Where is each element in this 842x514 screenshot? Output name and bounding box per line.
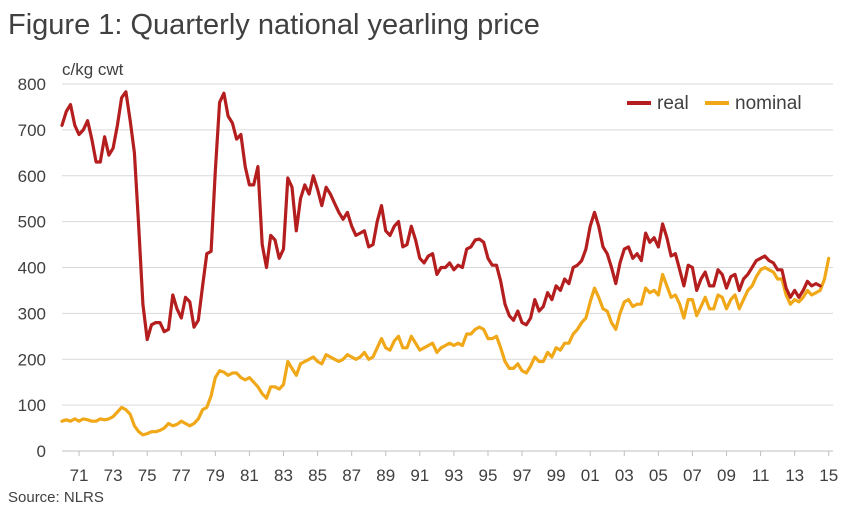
x-axis-ticks: 71 73 75 77 79 81 83 85 87 89 91 93 95 97 99 01 03 05 07 09… bbox=[70, 451, 838, 485]
x-tick-label: 15 bbox=[819, 466, 838, 485]
x-tick-label: 73 bbox=[104, 466, 123, 485]
x-tick-label: 89 bbox=[376, 466, 395, 485]
legend-label-nominal: nominal bbox=[735, 93, 802, 114]
legend-label-real: real bbox=[657, 93, 689, 114]
y-tick-label: 200 bbox=[18, 350, 46, 369]
x-tick-label: 83 bbox=[274, 466, 293, 485]
x-tick-label: 77 bbox=[172, 466, 191, 485]
y-tick-label: 800 bbox=[18, 75, 46, 94]
series-line-real bbox=[60, 90, 822, 342]
y-tick-label: 500 bbox=[18, 213, 46, 232]
x-tick-label: 75 bbox=[138, 466, 157, 485]
x-tick-label: 07 bbox=[683, 466, 702, 485]
source-note: Source: NLRS bbox=[8, 489, 104, 506]
x-tick-label: 09 bbox=[717, 466, 736, 485]
x-tick-label: 95 bbox=[479, 466, 498, 485]
x-tick-label: 01 bbox=[581, 466, 600, 485]
x-tick-label: 79 bbox=[206, 466, 225, 485]
y-tick-label: 700 bbox=[18, 121, 46, 140]
x-tick-label: 81 bbox=[240, 466, 259, 485]
x-tick-label: 87 bbox=[342, 466, 361, 485]
y-tick-label: 100 bbox=[18, 396, 46, 415]
y-tick-label: 400 bbox=[18, 259, 46, 278]
x-tick-label: 11 bbox=[752, 466, 770, 485]
x-tick-label: 93 bbox=[444, 466, 463, 485]
x-tick-label: 05 bbox=[649, 466, 668, 485]
x-tick-label: 99 bbox=[547, 466, 566, 485]
series-lines bbox=[60, 90, 831, 437]
y-tick-label: 600 bbox=[18, 167, 46, 186]
y-axis-label: c/kg cwt bbox=[62, 60, 124, 79]
y-tick-label: 0 bbox=[37, 442, 46, 461]
y-axis-ticks: 0 100 200 300 400 500 600 700 800 bbox=[18, 75, 46, 461]
x-tick-label: 03 bbox=[615, 466, 634, 485]
series-line-nominal bbox=[60, 256, 831, 437]
legend: real nominal bbox=[627, 93, 802, 114]
chart-title: Figure 1: Quarterly national yearling pr… bbox=[8, 9, 540, 41]
x-tick-label: 13 bbox=[785, 466, 804, 485]
x-tick-label: 97 bbox=[513, 466, 532, 485]
y-tick-label: 300 bbox=[18, 304, 46, 323]
x-tick-label: 91 bbox=[410, 466, 429, 485]
x-tick-label: 71 bbox=[70, 466, 89, 485]
x-tick-label: 85 bbox=[308, 466, 327, 485]
